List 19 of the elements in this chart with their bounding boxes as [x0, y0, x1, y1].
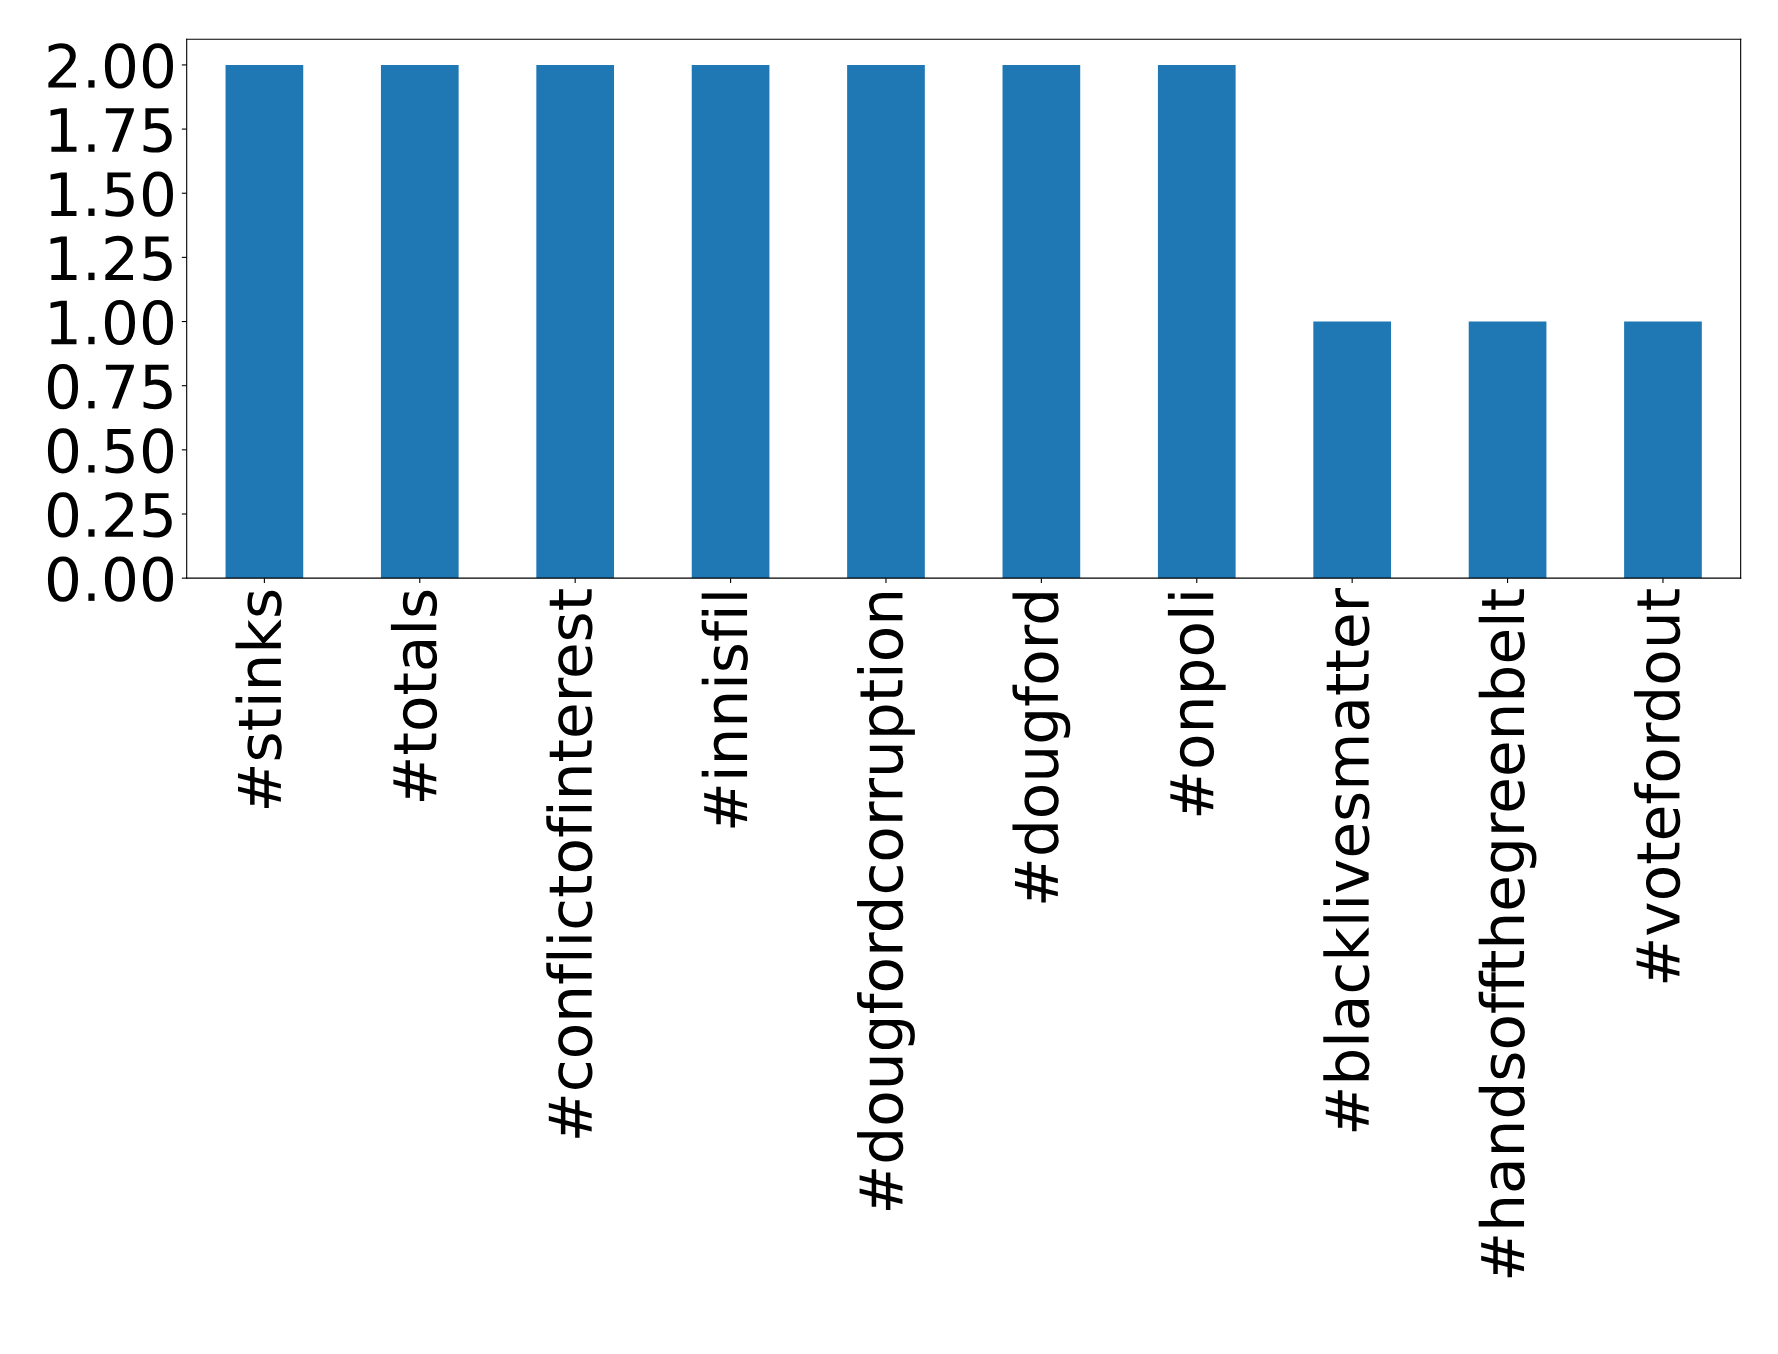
y-tick-label: 1.75 [50, 108, 172, 153]
x-tick-label: #dougfordcorruption [857, 592, 915, 1211]
x-tick-label: #blacklivesmatter [1323, 587, 1370, 1132]
x-tick-label: #handsoffthegreenbelt [1478, 589, 1537, 1278]
x-tick-label: #stinks [235, 590, 282, 808]
y-tick-label: 2.00 [48, 43, 173, 89]
x-tick-label: #votefordout [1634, 589, 1681, 983]
y-tick-label: 0.00 [47, 556, 173, 602]
x-tick-label: #totals [390, 590, 438, 801]
y-tick-label: 0.50 [47, 428, 173, 474]
y-tick-label: 1.50 [50, 171, 173, 217]
x-tick-label: #conflictofinterest [546, 589, 593, 1138]
y-tick-label: 1.25 [50, 235, 172, 281]
x-tick-label: #dougford [1012, 593, 1071, 903]
y-tick-label: 1.00 [50, 299, 173, 346]
y-tick-label: 0.75 [47, 364, 172, 410]
x-tick-label: #innisfil [701, 593, 748, 828]
x-tick-label: #onpoli [1167, 593, 1226, 816]
y-tick-label: 0.25 [47, 492, 172, 538]
